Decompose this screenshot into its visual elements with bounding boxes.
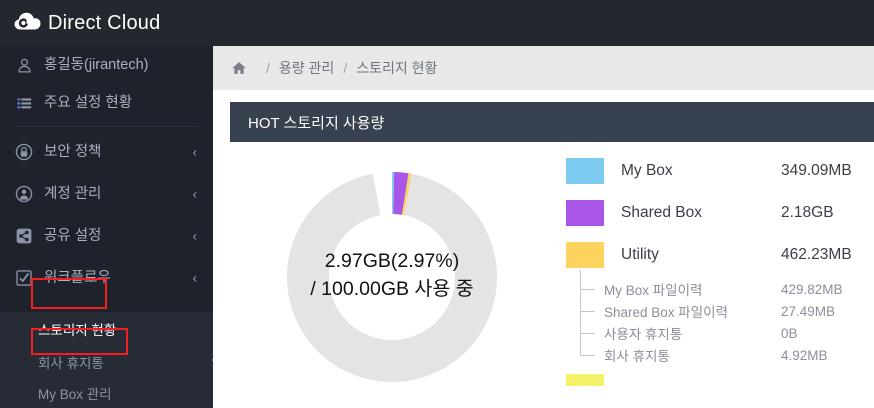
breakdown-value: 27.49MB xyxy=(781,303,836,319)
panel-body: 2.97GB(2.97%) / 100.00GB 사용 중 My Box 349… xyxy=(230,142,874,408)
sidebar-item-dashboard[interactable]: 주요 설정 현황 xyxy=(0,84,213,122)
legend-item-utility[interactable]: Utility 462.23MB xyxy=(566,234,874,276)
list-icon xyxy=(14,93,34,113)
chevron-left-icon: ‹ xyxy=(192,228,197,244)
legend-swatch-next xyxy=(566,374,604,386)
sidebar-item-account[interactable]: 계정 관리 ‹ xyxy=(0,173,213,215)
breakdown-value: 429.82MB xyxy=(781,281,843,297)
sidebar-submenu: 스토리지 현황 회사 휴지통 My Box 관리 xyxy=(0,312,221,408)
sidebar-item-share[interactable]: 공유 설정 ‹ xyxy=(0,215,213,257)
tree-connector-line xyxy=(580,270,581,355)
sidebar-subitem-label: My Box 관리 xyxy=(38,386,112,402)
sidebar-item-security[interactable]: 보안 정책 ‹ xyxy=(0,131,213,173)
legend-swatch-my-box xyxy=(566,158,604,184)
legend-swatch-utility xyxy=(566,242,604,268)
breakdown-label: My Box 파일이력 xyxy=(604,283,703,298)
top-bar: Direct Cloud xyxy=(0,0,874,46)
breadcrumb-item-capacity[interactable]: 용량 관리 xyxy=(278,60,335,76)
lock-icon xyxy=(14,142,34,162)
breakdown-label: Shared Box 파일이력 xyxy=(604,305,728,320)
main-content: / 용량 관리 / 스토리지 현황 HOT 스토리지 사용량 xyxy=(213,46,874,408)
sidebar-user-label: 홍길동(jirantech) xyxy=(44,56,149,73)
user-circle-icon xyxy=(14,184,34,204)
donut-segment-free xyxy=(287,172,497,382)
chevron-left-icon: ‹ xyxy=(192,270,197,286)
sidebar-subitem-label: 스토리지 현황 xyxy=(38,323,117,338)
chevron-left-icon: ‹ xyxy=(192,144,197,160)
utility-breakdown-row[interactable]: My Box 파일이력 429.82MB xyxy=(580,278,874,300)
sidebar-dashboard-label: 주요 설정 현황 xyxy=(44,94,133,111)
legend-swatch-shared-box xyxy=(566,200,604,226)
legend-item-next-partial[interactable] xyxy=(566,374,874,400)
panel-title: HOT 스토리지 사용량 xyxy=(230,102,874,142)
sidebar-subitem-mybox-manage[interactable]: My Box 관리 xyxy=(0,377,213,408)
brand-name: Direct Cloud xyxy=(48,11,161,34)
utility-breakdown-list: My Box 파일이력 429.82MB Shared Box 파일이력 27.… xyxy=(566,270,874,366)
legend-value: 349.09MB xyxy=(781,162,852,179)
user-icon xyxy=(14,55,34,75)
storage-legend: My Box 349.09MB Shared Box 2.18GB Utilit… xyxy=(566,150,874,400)
sidebar-subitem-storage-status[interactable]: 스토리지 현황 xyxy=(0,312,221,368)
breadcrumb-separator: / xyxy=(266,60,270,76)
sidebar-item-workflow[interactable]: 워크플로우 ‹ xyxy=(0,257,213,299)
cloud-note-logo-icon xyxy=(12,8,42,38)
utility-breakdown-row[interactable]: 회사 휴지통 4.92MB xyxy=(580,344,874,366)
chevron-left-icon: ‹ xyxy=(192,186,197,202)
legend-label: Utility xyxy=(621,246,659,263)
breadcrumb: / 용량 관리 / 스토리지 현황 xyxy=(213,46,874,90)
sidebar-item-user[interactable]: 홍길동(jirantech) xyxy=(0,46,213,84)
utility-breakdown-row[interactable]: 사용자 휴지통 0B xyxy=(580,322,874,344)
donut-segment-my-box xyxy=(287,172,497,382)
legend-value: 462.23MB xyxy=(781,246,852,263)
sidebar-subitem-company-trash[interactable]: 회사 휴지통 xyxy=(0,346,213,377)
legend-label: My Box xyxy=(621,162,673,179)
sidebar-item-label: 계정 관리 xyxy=(44,185,102,202)
brand-logo-area[interactable]: Direct Cloud xyxy=(0,8,160,38)
legend-item-my-box[interactable]: My Box 349.09MB xyxy=(566,150,874,192)
sidebar-item-label: 보안 정책 xyxy=(44,143,102,160)
sidebar-item-label: 워크플로우 xyxy=(44,269,111,286)
breakdown-value: 0B xyxy=(781,325,798,341)
utility-breakdown-row[interactable]: Shared Box 파일이력 27.49MB xyxy=(580,300,874,322)
breakdown-label: 회사 휴지통 xyxy=(604,349,670,364)
legend-label: Shared Box xyxy=(621,204,702,221)
breakdown-value: 4.92MB xyxy=(781,347,828,363)
sidebar-item-label: 공유 설정 xyxy=(44,227,102,244)
breadcrumb-separator: / xyxy=(343,60,348,76)
legend-item-shared-box[interactable]: Shared Box 2.18GB xyxy=(566,192,874,234)
checkbox-icon xyxy=(14,268,34,288)
legend-value: 2.18GB xyxy=(781,204,834,221)
home-icon[interactable] xyxy=(231,60,247,76)
donut-svg xyxy=(287,172,497,382)
storage-panel: HOT 스토리지 사용량 2.97GB(2.97 xyxy=(230,102,874,408)
storage-donut-chart: 2.97GB(2.97%) / 100.00GB 사용 중 xyxy=(252,142,552,408)
breadcrumb-item-storage-status[interactable]: 스토리지 현황 xyxy=(356,60,438,76)
sidebar: 홍길동(jirantech) 주요 설정 현황 xyxy=(0,46,221,408)
share-icon xyxy=(14,226,34,246)
breakdown-label: 사용자 휴지통 xyxy=(604,327,683,342)
sidebar-divider xyxy=(14,126,199,127)
sidebar-subitem-label: 회사 휴지통 xyxy=(38,355,104,371)
